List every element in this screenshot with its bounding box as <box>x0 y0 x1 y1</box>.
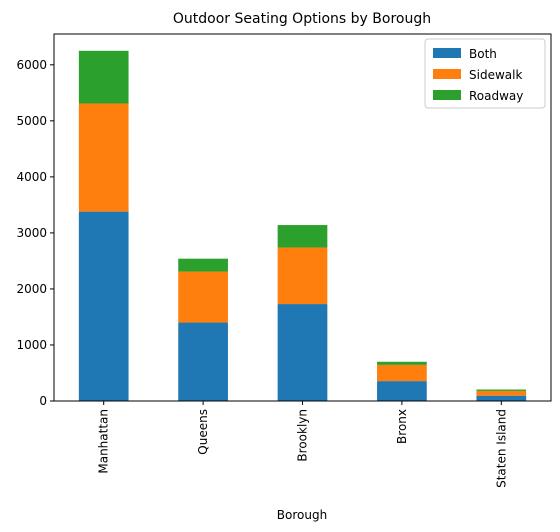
bar-staten-island-both <box>476 395 527 401</box>
bar-brooklyn-roadway <box>277 225 328 248</box>
x-tick-label: Brooklyn <box>296 409 310 462</box>
y-tick-label: 6000 <box>16 58 47 72</box>
bar-manhattan-both <box>78 211 129 401</box>
x-tick-label: Staten Island <box>494 409 508 488</box>
x-axis: Manhattan Queens Brooklyn Bronx Staten Islan… <box>97 401 508 488</box>
x-tick-label: Bronx <box>395 409 409 444</box>
x-axis-label: Borough <box>277 508 327 522</box>
y-axis: 0 1000 2000 3000 4000 5000 6000 <box>16 58 54 408</box>
y-tick-label: 3000 <box>16 226 47 240</box>
legend-label-sidewalk: Sidewalk <box>469 68 522 82</box>
bar-bronx-sidewalk <box>377 364 427 382</box>
y-tick-label: 1000 <box>16 338 47 352</box>
legend-swatch-sidewalk <box>433 69 461 79</box>
bar-queens-both <box>178 322 228 401</box>
bar-bronx-roadway <box>377 361 427 365</box>
y-tick-label: 2000 <box>16 282 47 296</box>
x-tick-label: Manhattan <box>97 409 111 474</box>
bar-queens-sidewalk <box>178 271 228 323</box>
plot-frame <box>53 33 552 402</box>
legend-swatch-roadway <box>433 90 461 100</box>
bars-group <box>78 50 527 401</box>
bar-brooklyn-both <box>277 304 328 401</box>
legend-label-both: Both <box>469 47 497 61</box>
bar-bronx-both <box>377 381 427 401</box>
bar-staten-island-roadway <box>476 389 527 391</box>
y-tick-label: 4000 <box>16 170 47 184</box>
bar-manhattan-sidewalk <box>78 103 129 212</box>
y-tick-label: 5000 <box>16 114 47 128</box>
bar-manhattan-roadway <box>78 50 129 104</box>
x-tick-label: Queens <box>196 409 210 455</box>
chart-title: Outdoor Seating Options by Borough <box>173 11 431 27</box>
legend-swatch-both <box>433 48 461 58</box>
bar-staten-island-sidewalk <box>476 390 527 396</box>
bar-brooklyn-sidewalk <box>277 247 328 305</box>
legend-label-roadway: Roadway <box>469 89 523 103</box>
bar-queens-roadway <box>178 258 228 272</box>
legend: Both Sidewalk Roadway <box>424 38 546 109</box>
y-tick-label: 0 <box>39 394 47 408</box>
